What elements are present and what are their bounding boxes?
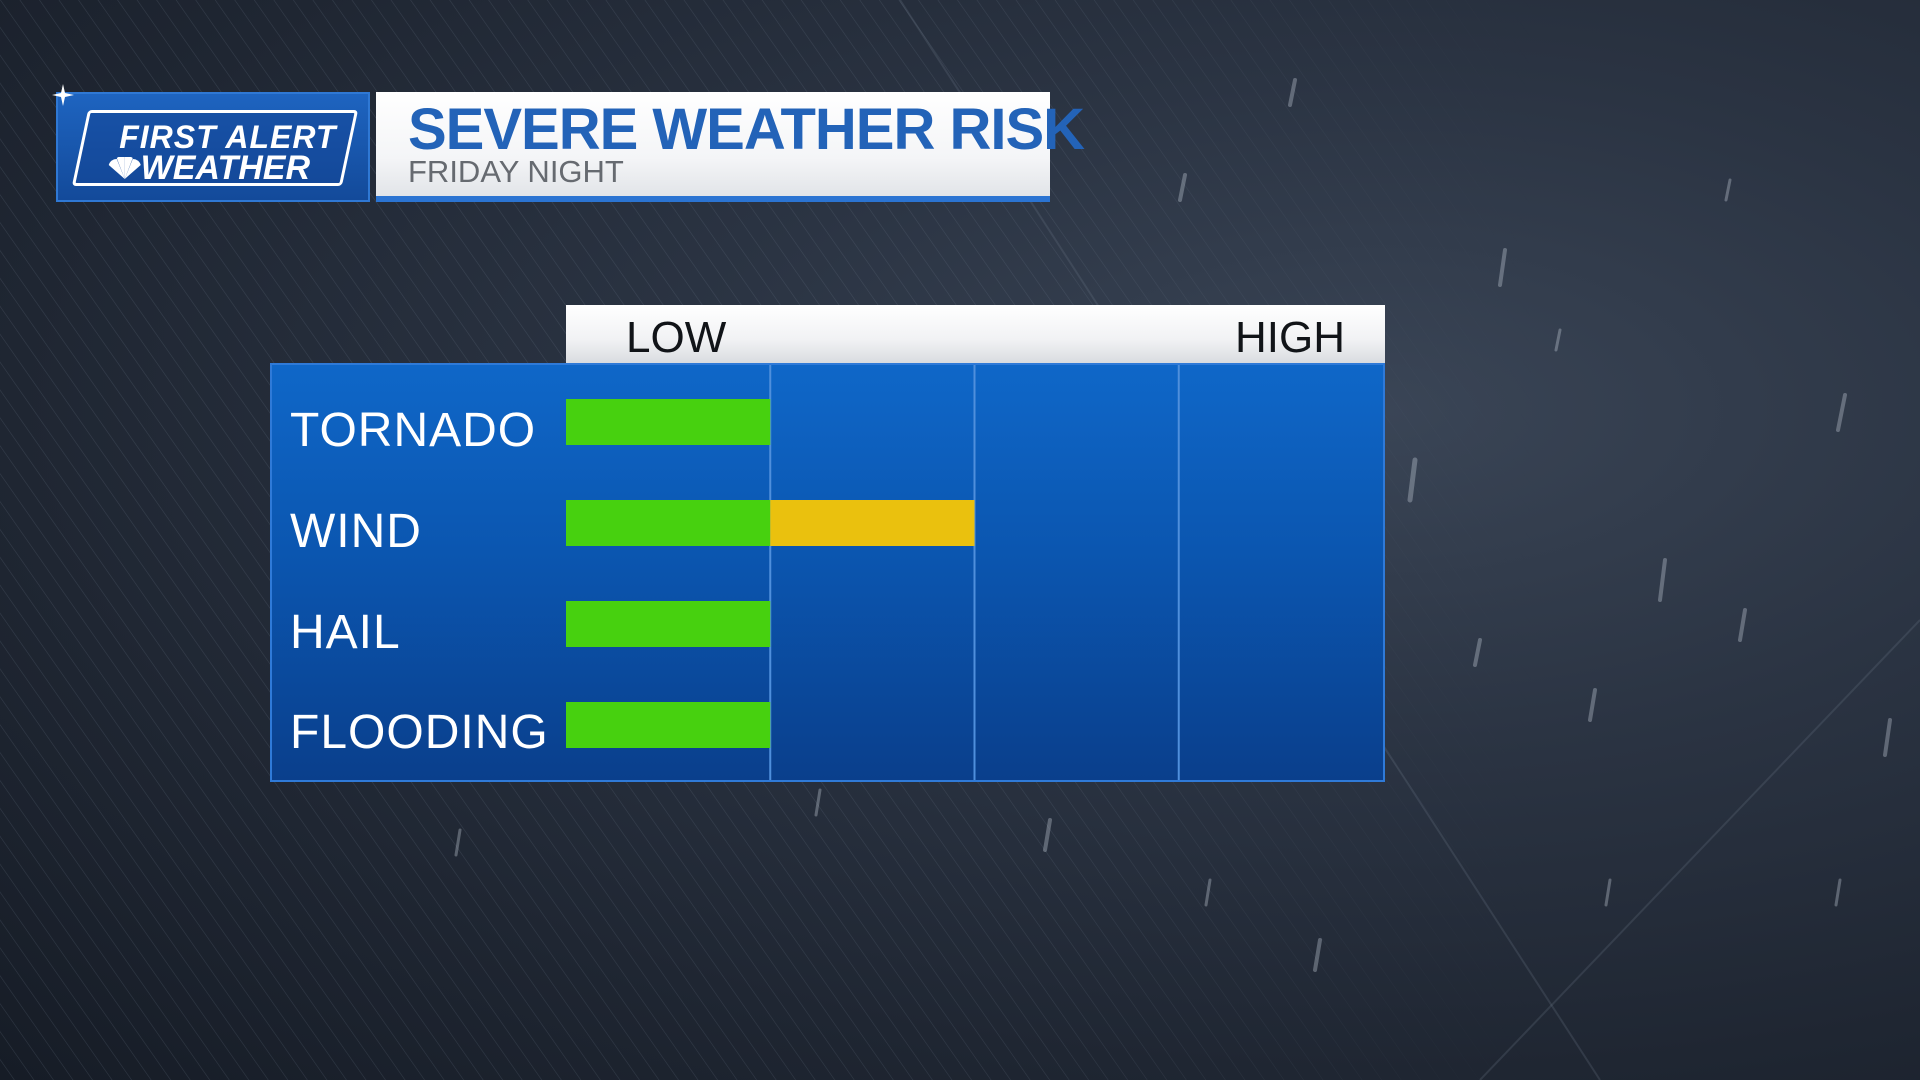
category-label-hail: HAIL: [290, 606, 401, 659]
risk-chart-panel: TORNADO WIND HAIL FLOODING: [270, 363, 1385, 782]
scale-label-high: HIGH: [1235, 313, 1345, 362]
risk-bar-tornado-level-1: [566, 399, 771, 445]
category-label-tornado: TORNADO: [290, 404, 537, 457]
station-logo: FIRST ALERT WEATHER: [52, 84, 370, 202]
page-title: SEVERE WEATHER RISK: [408, 97, 1085, 162]
risk-bar-wind-level-1: [566, 500, 771, 546]
category-label-flooding: FLOODING: [290, 706, 549, 759]
risk-bars: [566, 365, 1180, 780]
peacock-icon: [108, 157, 141, 179]
risk-bar-hail-level-1: [566, 601, 771, 647]
risk-bar-flooding-level-1: [566, 702, 771, 748]
sparkle-icon: [52, 84, 74, 106]
title-underline: [376, 196, 1050, 202]
scale-label-low: LOW: [626, 313, 727, 362]
page-subtitle: FRIDAY NIGHT: [408, 154, 624, 189]
risk-bar-wind-level-2: [770, 500, 975, 546]
logo-frame: FIRST ALERT WEATHER: [71, 110, 359, 187]
risk-scale-header: LOW HIGH: [566, 305, 1385, 363]
title-banner: SEVERE WEATHER RISK FRIDAY NIGHT: [376, 92, 1085, 202]
logo-text-weather: WEATHER: [140, 149, 311, 187]
category-label-wind: WIND: [290, 505, 422, 558]
